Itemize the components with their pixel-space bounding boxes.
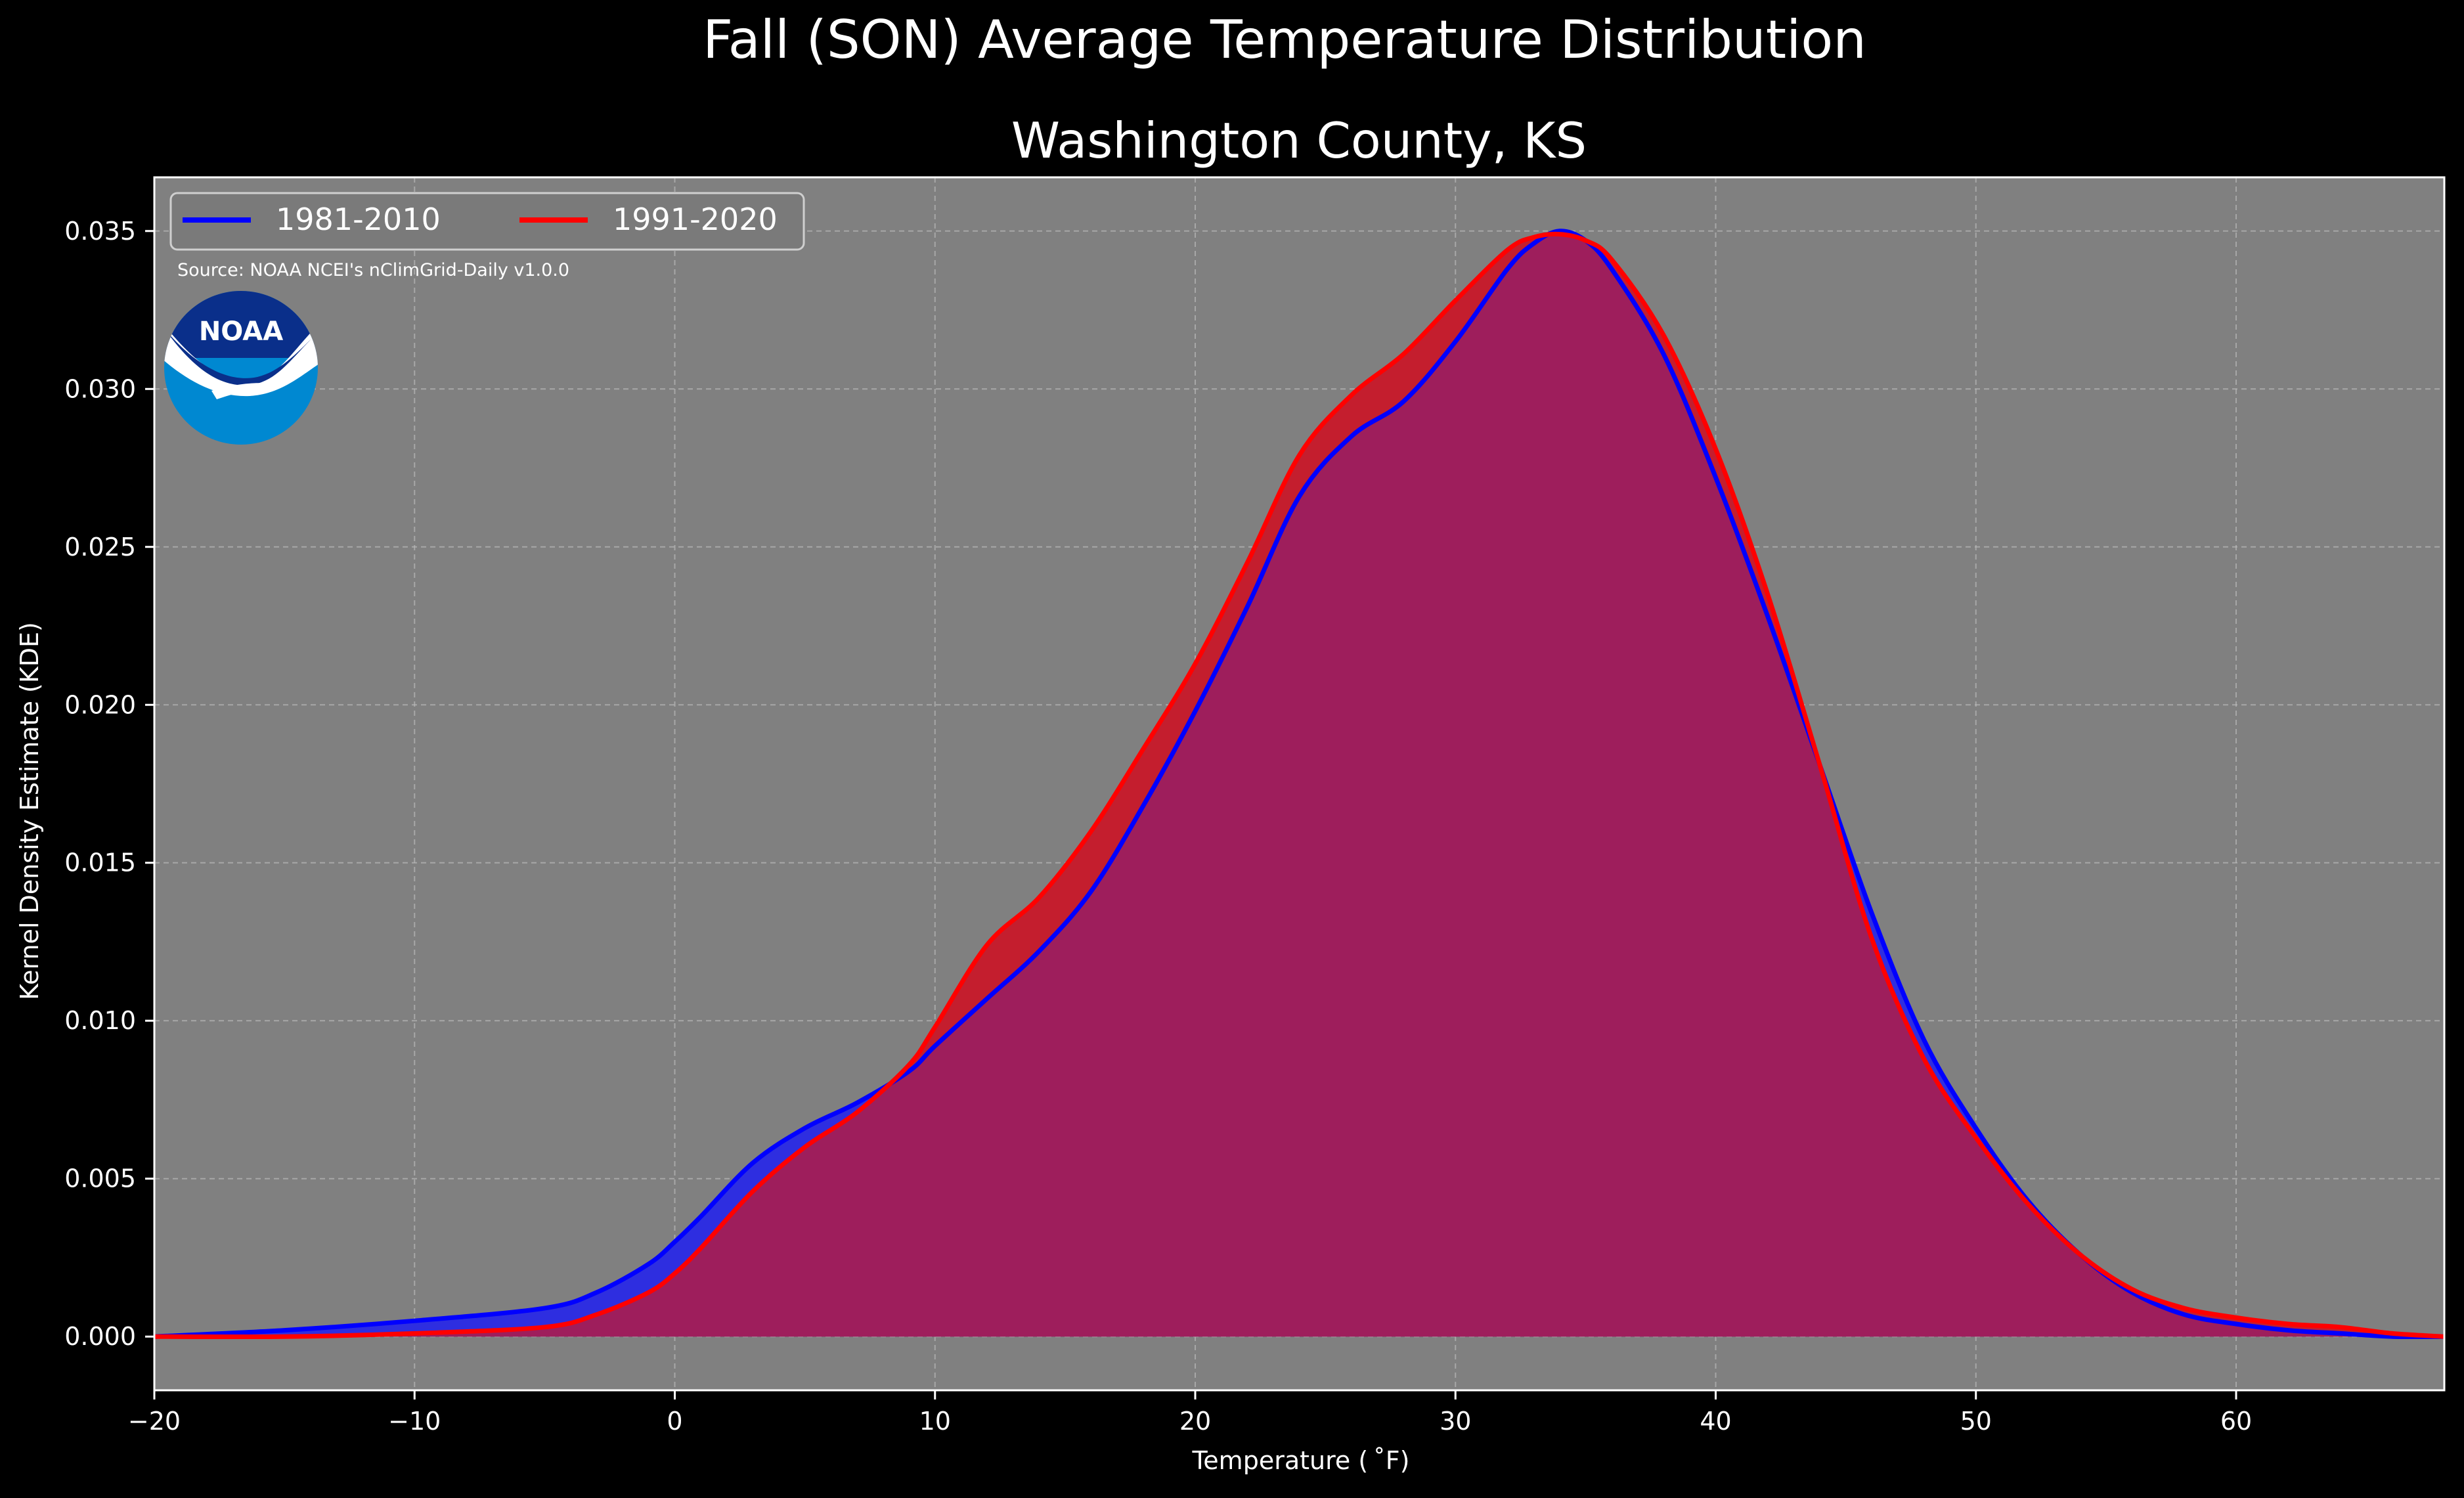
plot-frame [153,176,2446,1392]
y-tick-label: 0.025 [64,533,136,562]
x-tick-label: −20 [128,1407,181,1436]
y-tick-label: 0.010 [64,1006,136,1035]
y-tick-label: 0.035 [64,217,136,246]
x-tick-label: 60 [2220,1407,2252,1436]
y-tick-label: 0.030 [64,374,136,403]
y-tick-label: 0.005 [64,1164,136,1193]
chart-suptitle: Fall (SON) Average Temperature Distribut… [703,9,1866,70]
line-1981-2010 [154,229,2445,1340]
y-tick-label: 0.015 [64,848,136,877]
x-tick-label: −10 [388,1407,441,1436]
x-axis: −20 −10 0 10 20 30 40 50 60 [128,1390,2252,1436]
noaa-logo-text: NOAA [199,317,283,347]
x-tick-label: 0 [667,1407,682,1436]
y-axis: 0.000 0.005 0.010 0.015 0.020 0.025 0.030 0.035 [64,217,154,1351]
y-axis-label: Kernel Density Estimate (KDE) [15,622,44,1000]
y-tick-label: 0.000 [64,1322,136,1351]
chart-title: Washington County, KS [1011,112,1587,169]
legend-label-1981-2010: 1981-2010 [276,202,441,237]
legend: 1981-2010 1991-2020 [169,192,805,251]
x-tick-label: 40 [1700,1407,1731,1436]
legend-box [169,192,805,251]
line-1991-2020 [154,231,2445,1340]
source-note: Source: NOAA NCEI's nClimGrid-Daily v1.0… [177,260,569,280]
x-tick-label: 20 [1179,1407,1211,1436]
x-tick-label: 10 [919,1407,951,1436]
legend-label-1991-2020: 1991-2020 [613,202,778,237]
plot-area [153,176,2446,1392]
x-tick-label: 30 [1440,1407,1471,1436]
density-lines [154,229,2445,1340]
y-tick-label: 0.020 [64,690,136,719]
density-fills [154,231,2444,1337]
area-overlap [154,234,2444,1337]
x-axis-label: Temperature ( ˚F) [1192,1446,1410,1475]
x-tick-label: 50 [1960,1407,1992,1436]
